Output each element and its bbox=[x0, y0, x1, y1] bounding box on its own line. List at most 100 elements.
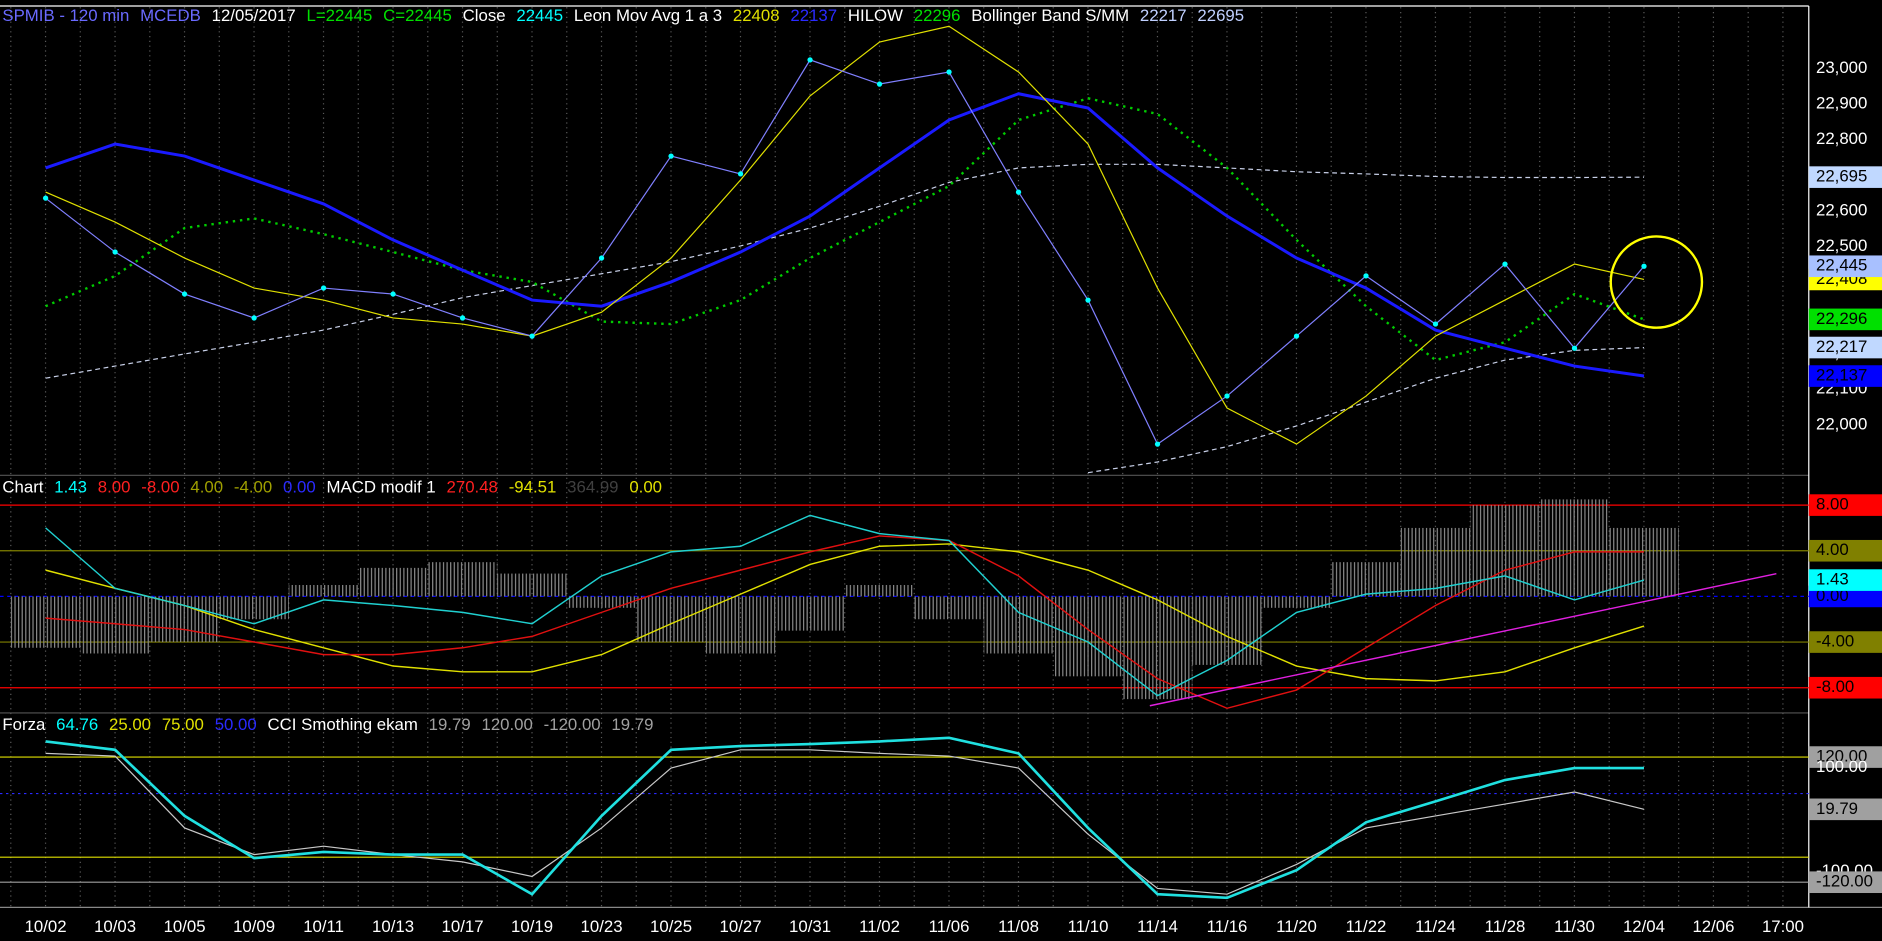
x-tick-label: 10/23 bbox=[581, 917, 623, 936]
header-item: 270.48 bbox=[447, 478, 498, 497]
tick-box bbox=[1808, 746, 1882, 768]
x-tick-label: 10/19 bbox=[511, 917, 553, 936]
x-tick-label: 10/31 bbox=[789, 917, 831, 936]
x-tick-label: 11/28 bbox=[1485, 917, 1526, 936]
y-tick-label: -4.00 bbox=[1816, 632, 1854, 651]
y-tick-label: 100.00 bbox=[1816, 757, 1867, 776]
value-box bbox=[1808, 336, 1882, 359]
value-label: 19.79 bbox=[1816, 799, 1858, 818]
header-item: MCEDB bbox=[140, 6, 201, 25]
close-dot bbox=[112, 249, 118, 255]
pane-header: SPMIB - 120 min MCEDB 12/05/2017 L=22445 C=2… bbox=[2, 6, 1244, 25]
y-tick-label: 22,900 bbox=[1816, 93, 1867, 112]
y-tick-label: 22,800 bbox=[1816, 129, 1867, 148]
value-label: 22,296 bbox=[1816, 309, 1867, 328]
series-line bbox=[1087, 346, 1645, 474]
x-tick-label: 11/14 bbox=[1137, 917, 1178, 936]
trend-line bbox=[1149, 573, 1777, 707]
histogram-bar bbox=[497, 573, 567, 597]
close-dot bbox=[1154, 441, 1161, 447]
x-tick-label: 10/27 bbox=[720, 917, 762, 936]
histogram-bar bbox=[1261, 596, 1332, 608]
x-tick-label: 11/08 bbox=[998, 917, 1039, 936]
close-dot bbox=[1363, 273, 1369, 279]
histogram-bar bbox=[1192, 596, 1262, 665]
pane-header: Chart 1.43 8.00 -8.00 4.00 -4.00 0.00 MACD modi… bbox=[2, 478, 662, 497]
y-tick-label: 8.00 bbox=[1816, 495, 1849, 514]
tick-box bbox=[1808, 539, 1882, 562]
close-dot bbox=[1015, 189, 1022, 195]
header-item: 22296 bbox=[914, 6, 961, 25]
x-tick-label: 10/03 bbox=[94, 917, 136, 936]
series-line bbox=[45, 736, 1644, 900]
header-item: -8.00 bbox=[141, 478, 179, 497]
close-dot bbox=[807, 57, 813, 63]
close-dot bbox=[320, 285, 327, 291]
histogram-bar bbox=[10, 596, 81, 648]
value-box bbox=[1808, 798, 1882, 821]
series-line bbox=[45, 97, 1645, 362]
header-item: 364.99 bbox=[567, 478, 618, 497]
x-tick-label: 10/13 bbox=[372, 917, 414, 936]
histogram-bar bbox=[914, 596, 984, 620]
x-tick-label: 11/22 bbox=[1346, 917, 1387, 936]
x-tick-label: 10/02 bbox=[25, 917, 67, 936]
value-label: 22,137 bbox=[1816, 365, 1867, 384]
series-line bbox=[45, 92, 1645, 378]
header-item: Leon Mov Avg 1 a 3 bbox=[574, 6, 722, 25]
histogram-bar bbox=[1331, 562, 1401, 597]
header-item: Close bbox=[463, 6, 506, 25]
value-box bbox=[1808, 166, 1882, 188]
close-dot bbox=[737, 171, 744, 177]
value-box bbox=[1808, 255, 1882, 278]
header-item: 12/05/2017 bbox=[212, 6, 296, 25]
value-label: 22,445 bbox=[1816, 256, 1867, 275]
x-tick-label: 11/24 bbox=[1415, 917, 1456, 936]
x-tick-label: 10/11 bbox=[303, 917, 344, 936]
histogram-bar bbox=[80, 596, 150, 654]
tick-box bbox=[1808, 494, 1882, 516]
x-tick-label: 10/05 bbox=[164, 917, 206, 936]
close-dot bbox=[668, 153, 674, 159]
close-dot bbox=[876, 81, 883, 87]
series-line bbox=[45, 543, 1645, 682]
header-item: 75.00 bbox=[162, 716, 204, 735]
series-line bbox=[45, 514, 1645, 697]
header-item: 4.00 bbox=[190, 478, 223, 497]
header-item: 120.00 bbox=[481, 716, 532, 735]
y-tick-label: 22,000 bbox=[1816, 414, 1867, 433]
close-dot bbox=[251, 315, 257, 321]
series-line bbox=[45, 535, 1644, 710]
value-label: 22,217 bbox=[1816, 337, 1867, 356]
close-dot bbox=[1571, 345, 1578, 351]
header-item: 50.00 bbox=[215, 716, 257, 735]
histogram-bar bbox=[705, 596, 776, 654]
header-item: SPMIB - 120 min bbox=[2, 6, 129, 25]
x-tick-label: 11/20 bbox=[1276, 917, 1317, 936]
x-tick-label: 11/02 bbox=[859, 917, 900, 936]
y-tick-label: 120.00 bbox=[1816, 747, 1867, 766]
histogram-bar bbox=[1400, 527, 1471, 597]
tick-box bbox=[1808, 676, 1882, 699]
value-box bbox=[1808, 365, 1882, 387]
histogram-bar bbox=[844, 584, 915, 597]
histogram-bar bbox=[1122, 596, 1193, 700]
close-dot bbox=[1432, 321, 1439, 327]
histogram-bar bbox=[983, 596, 1054, 654]
header-item: L=22445 bbox=[307, 6, 373, 25]
y-tick-label: 22,500 bbox=[1816, 236, 1867, 255]
header-item: 19.79 bbox=[611, 716, 653, 735]
histogram-bar bbox=[358, 567, 428, 597]
histogram-bar bbox=[1539, 499, 1610, 597]
header-item: -4.00 bbox=[234, 478, 272, 497]
highlight-circle bbox=[1609, 235, 1704, 329]
header-item: HILOW bbox=[848, 6, 903, 25]
close-dot bbox=[1085, 297, 1091, 303]
header-item: 8.00 bbox=[98, 478, 131, 497]
header-item: Chart bbox=[2, 478, 43, 497]
header-item: 22445 bbox=[516, 6, 563, 25]
histogram-bar bbox=[219, 596, 289, 620]
close-dot bbox=[1641, 263, 1647, 269]
